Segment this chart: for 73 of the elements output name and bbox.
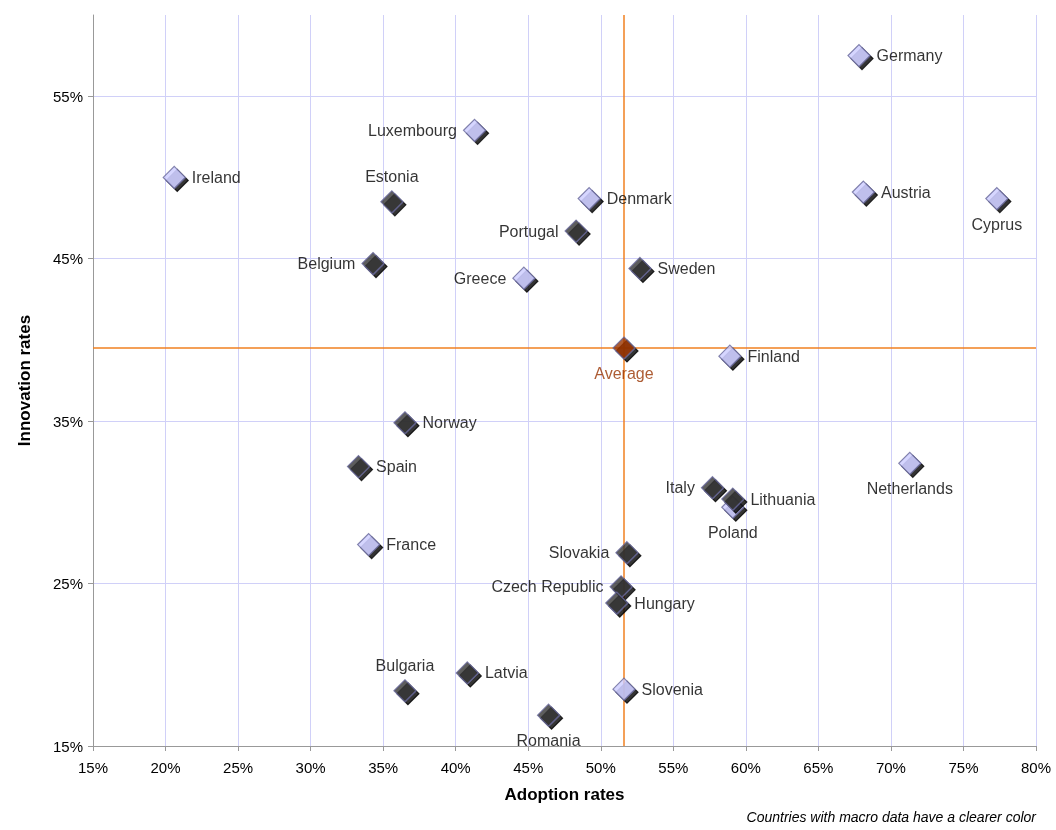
point [847,44,871,68]
data-label: Hungary [634,594,695,612]
point [380,190,404,214]
x-axis-title: Adoption rates [504,785,625,804]
point [536,703,561,727]
x-tick-label: 25% [223,759,254,776]
data-label: Norway [422,414,477,432]
x-tick-label: 60% [730,759,761,776]
point [700,476,725,500]
point [346,455,371,479]
x-tick-label: 30% [295,759,326,776]
data-label: Latvia [484,664,528,682]
point [612,677,636,701]
y-tick-label: 25% [52,575,83,593]
point [162,165,186,190]
point [718,344,742,368]
data-label: Belgium [297,255,356,273]
x-tick-label: 55% [658,759,689,776]
text: Countries with macro data have a clearer color [746,809,1038,825]
point [628,256,652,281]
point [851,180,875,204]
data-label: Estonia [365,167,419,185]
data-label: Slovakia [548,544,610,562]
point [361,251,385,276]
point [357,532,381,557]
point [721,487,745,511]
point [898,451,922,475]
point [577,186,601,211]
point [564,219,588,243]
data-label: Netherlands [866,480,953,498]
data-label: France [386,536,437,554]
x-tick-label: 40% [440,759,471,776]
data-label: Cyprus [971,215,1023,233]
data-label: Ireland [191,168,241,186]
y-tick-label: 15% [52,737,83,755]
data-label: Italy [665,479,695,497]
x-tick-label: 80% [1020,759,1052,776]
data-label: Romania [516,732,581,750]
data-label: Czech Republic [491,578,604,596]
point [455,661,479,685]
x-tick-label: 50% [585,759,616,776]
x-tick-label: 45% [513,759,544,776]
x-tick-label: 15% [77,759,109,776]
data-label: Portugal [498,222,559,240]
point [985,186,1009,211]
data-label: Luxembourg [368,121,457,139]
data-label: Slovenia [641,680,704,698]
data-label: Spain [376,458,418,476]
point [612,336,636,360]
point [512,266,536,290]
data-label: Bulgaria [375,656,435,674]
y-tick-label: 55% [52,87,83,105]
x-tick-label: 75% [948,759,979,776]
x-tick-label: 65% [803,759,834,776]
data-label: Lithuania [750,490,816,508]
x-tick-label: 70% [875,759,906,776]
data-label: Sweden [657,259,716,277]
y-axis-title: Innovation rates [15,314,34,447]
point [609,575,633,599]
point [462,118,487,142]
y-tick-label: 45% [52,250,83,268]
data-label: Poland [707,524,758,542]
point [393,679,417,703]
data-label: Greece [453,269,507,287]
point [393,411,417,435]
data-label: Finland [747,347,800,365]
data-label: Germany [876,47,943,65]
point [605,591,629,615]
point [615,541,639,565]
x-tick-label: 35% [368,759,399,776]
x-tick-label: 20% [150,759,181,776]
y-tick-label: 35% [52,412,83,430]
data-label: Austria [880,183,931,201]
